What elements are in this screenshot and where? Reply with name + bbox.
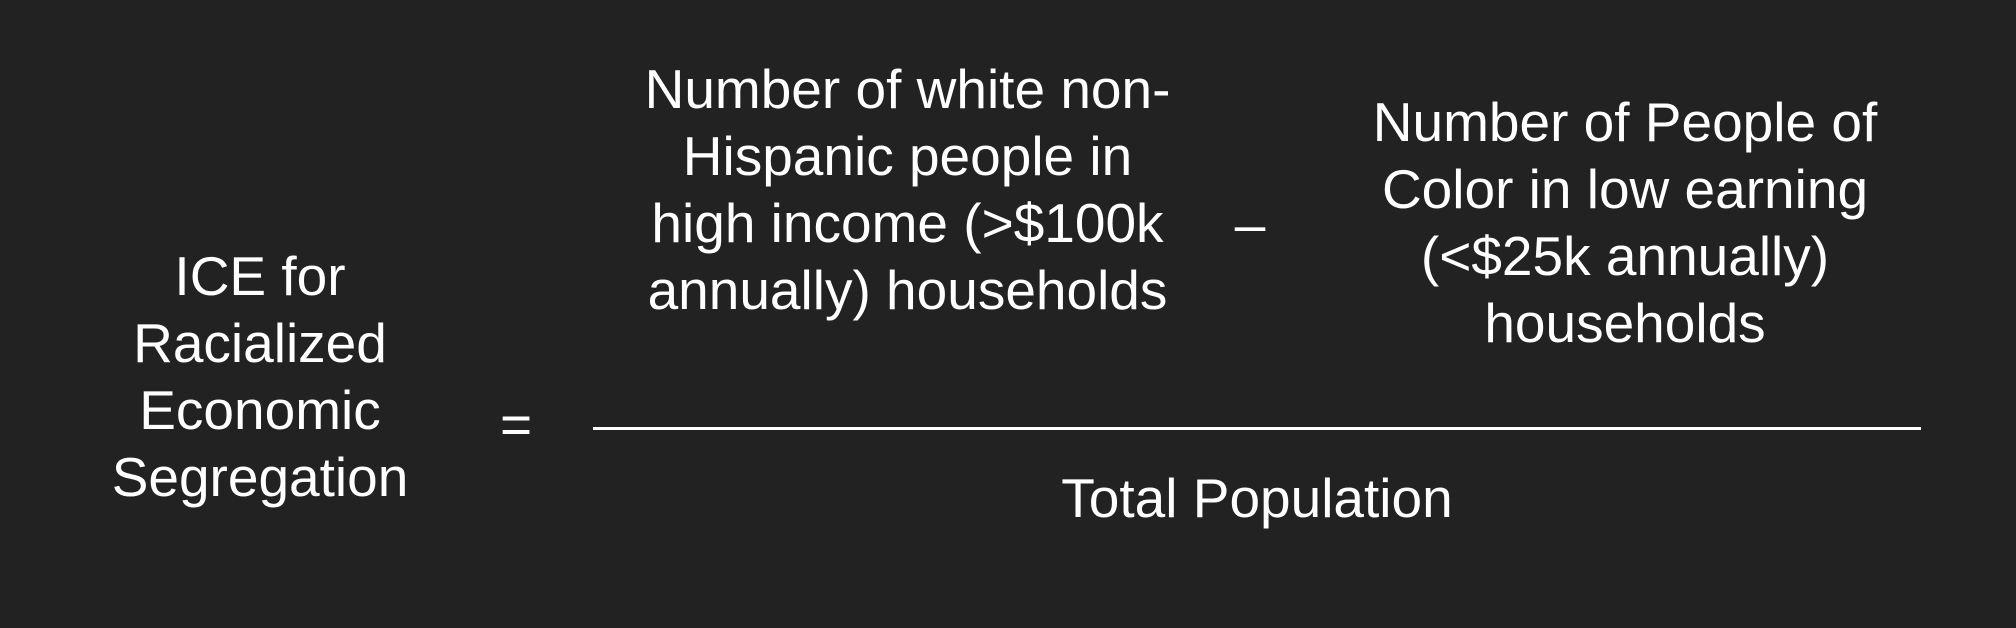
denominator: Total Population xyxy=(1061,467,1453,529)
numerator-term-white-high-income: Number of white non- Hispanic people in … xyxy=(644,58,1171,321)
equals-sign: = xyxy=(499,393,533,455)
minus-sign: – xyxy=(1234,193,1266,255)
formula-lhs: ICE for Racialized Economic Segregation xyxy=(111,245,409,508)
fraction-bar xyxy=(593,427,1921,430)
numerator-term-poc-low-income: Number of People of Color in low earning… xyxy=(1372,91,1878,354)
